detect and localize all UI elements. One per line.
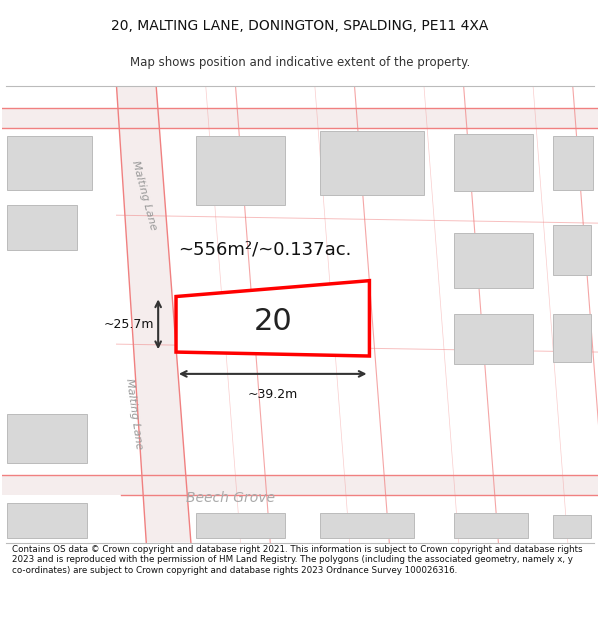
Text: Beech Grove: Beech Grove bbox=[186, 491, 275, 505]
Bar bbox=[7, 503, 87, 538]
Polygon shape bbox=[116, 86, 191, 542]
Bar bbox=[553, 225, 590, 275]
Text: Map shows position and indicative extent of the property.: Map shows position and indicative extent… bbox=[130, 56, 470, 69]
Text: ~25.7m: ~25.7m bbox=[104, 318, 154, 331]
Text: Contains OS data © Crown copyright and database right 2021. This information is : Contains OS data © Crown copyright and d… bbox=[12, 545, 583, 575]
Bar bbox=[7, 414, 87, 463]
Bar bbox=[454, 512, 528, 538]
Polygon shape bbox=[176, 281, 370, 356]
Bar bbox=[320, 131, 424, 196]
Bar bbox=[454, 233, 533, 288]
Bar bbox=[7, 205, 77, 250]
Bar bbox=[196, 512, 285, 538]
Bar bbox=[553, 314, 590, 362]
Bar bbox=[454, 314, 533, 364]
Text: 20: 20 bbox=[253, 307, 292, 336]
Text: Malting Lane: Malting Lane bbox=[130, 159, 158, 231]
Bar bbox=[553, 136, 593, 191]
Bar bbox=[196, 136, 285, 205]
Text: ~556m²/~0.137ac.: ~556m²/~0.137ac. bbox=[179, 241, 352, 259]
Text: Malting Lane: Malting Lane bbox=[124, 378, 145, 450]
Text: ~39.2m: ~39.2m bbox=[248, 388, 298, 401]
Bar bbox=[320, 512, 414, 538]
Bar bbox=[2, 475, 598, 495]
Text: 20, MALTING LANE, DONINGTON, SPALDING, PE11 4XA: 20, MALTING LANE, DONINGTON, SPALDING, P… bbox=[112, 19, 488, 33]
Bar bbox=[7, 136, 92, 191]
Bar bbox=[553, 515, 590, 538]
Bar bbox=[2, 108, 598, 128]
Bar bbox=[454, 134, 533, 191]
